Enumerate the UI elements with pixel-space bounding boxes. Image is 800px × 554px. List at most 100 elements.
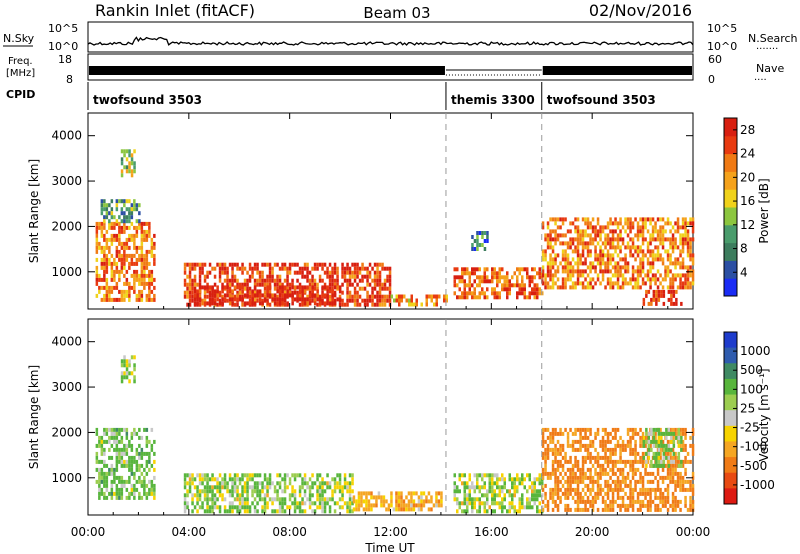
heatmap-cell bbox=[293, 489, 297, 494]
heatmap-cell bbox=[636, 273, 640, 278]
heatmap-cell bbox=[238, 509, 242, 514]
heatmap-cell bbox=[549, 285, 552, 290]
heatmap-cell bbox=[508, 283, 511, 288]
heatmap-cell bbox=[296, 293, 299, 298]
heatmap-cell bbox=[410, 302, 413, 307]
heatmap-cell bbox=[516, 291, 519, 296]
heatmap-cell bbox=[433, 294, 436, 299]
heatmap-cell bbox=[506, 271, 509, 276]
heatmap-cell bbox=[188, 290, 192, 295]
heatmap-cell bbox=[473, 295, 476, 300]
nsky-label: N.Sky bbox=[3, 32, 35, 45]
heatmap-cell bbox=[650, 301, 653, 306]
heatmap-cell bbox=[561, 241, 565, 246]
heatmap-cell bbox=[576, 487, 580, 492]
heatmap-cell bbox=[609, 277, 612, 282]
heatmap-cell bbox=[108, 467, 111, 472]
heatmap-cell bbox=[328, 485, 332, 490]
heatmap-cell bbox=[153, 285, 156, 290]
heatmap-cell bbox=[551, 265, 555, 270]
heatmap-cell bbox=[108, 225, 111, 230]
heatmap-cell bbox=[123, 215, 126, 220]
heatmap-cell bbox=[536, 291, 539, 296]
heatmap-cell bbox=[326, 266, 329, 271]
heatmap-cell bbox=[616, 427, 620, 432]
heatmap-cell bbox=[453, 279, 456, 284]
nsearch-label: N.Search bbox=[748, 32, 798, 45]
heatmap-cell bbox=[554, 479, 557, 484]
heatmap-cell bbox=[115, 221, 119, 226]
heatmap-cell bbox=[331, 477, 334, 482]
heatmap-cell bbox=[644, 443, 647, 448]
heatmap-cell bbox=[103, 459, 106, 464]
heatmap-cell bbox=[506, 295, 509, 300]
heatmap-cell bbox=[503, 481, 506, 486]
heatmap-cell bbox=[691, 443, 695, 448]
heatmap-cell bbox=[611, 435, 615, 440]
heatmap-cell bbox=[641, 233, 645, 238]
heatmap-cell bbox=[641, 225, 645, 230]
heatmap-cell bbox=[541, 481, 544, 486]
heatmap-cell bbox=[128, 199, 131, 204]
heatmap-cell bbox=[559, 233, 562, 238]
heatmap-cell bbox=[148, 455, 151, 460]
heatmap-cell bbox=[667, 443, 671, 448]
heatmap-cell bbox=[634, 479, 637, 484]
heatmap-cell bbox=[526, 271, 529, 276]
heatmap-cell bbox=[481, 243, 484, 247]
heatmap-cell bbox=[581, 443, 585, 448]
heatmap-cell bbox=[95, 249, 99, 254]
heatmap-cell bbox=[103, 249, 106, 254]
heatmap-cell bbox=[486, 473, 489, 478]
heatmap-cell bbox=[680, 463, 683, 468]
heatmap-cell bbox=[286, 266, 289, 271]
heatmap-cell bbox=[453, 497, 456, 502]
heatmap-cell bbox=[566, 269, 570, 274]
heatmap-cell bbox=[138, 443, 141, 448]
heatmap-cell bbox=[333, 285, 337, 290]
heatmap-cell bbox=[115, 487, 119, 492]
heatmap-cell bbox=[291, 262, 294, 267]
heatmap-cell bbox=[361, 274, 364, 279]
heatmap-cell bbox=[440, 499, 443, 504]
heatmap-cell bbox=[631, 269, 635, 274]
heatmap-cell bbox=[473, 291, 476, 296]
heatmap-cell bbox=[95, 293, 99, 298]
heatmap-cell bbox=[213, 497, 217, 502]
heatmap-cell bbox=[639, 475, 642, 480]
heatmap-cell bbox=[641, 431, 645, 436]
heatmap-cell bbox=[415, 302, 418, 307]
heatmap-cell bbox=[669, 503, 672, 508]
heatmap-cell bbox=[639, 269, 642, 274]
heatmap-cell bbox=[135, 261, 139, 266]
heatmap-cell bbox=[268, 485, 272, 490]
heatmap-cell bbox=[405, 298, 408, 303]
heatmap-cell bbox=[518, 267, 521, 272]
cpid-segment-label: twofsound 3503 bbox=[93, 93, 202, 107]
heatmap-cell bbox=[118, 495, 121, 500]
heatmap-cell bbox=[634, 233, 637, 238]
heatmap-cell bbox=[333, 262, 337, 267]
colorbar-swatch bbox=[724, 363, 737, 380]
heatmap-cell bbox=[486, 267, 489, 272]
heatmap-cell bbox=[636, 245, 640, 250]
heatmap-cell bbox=[125, 215, 129, 220]
heatmap-cell bbox=[559, 427, 562, 432]
heatmap-cell bbox=[488, 477, 491, 482]
heatmap-cell bbox=[226, 489, 229, 494]
x-tick-label: 12:00 bbox=[373, 525, 408, 539]
heatmap-cell bbox=[243, 481, 247, 486]
heatmap-cell bbox=[326, 301, 329, 306]
heatmap-cell bbox=[674, 427, 677, 432]
heatmap-cell bbox=[594, 455, 597, 460]
heatmap-cell bbox=[206, 270, 209, 275]
heatmap-cell bbox=[531, 505, 534, 510]
heatmap-cell bbox=[665, 435, 668, 440]
heatmap-cell bbox=[398, 294, 401, 299]
heatmap-cell bbox=[130, 215, 134, 220]
heatmap-cell bbox=[306, 301, 309, 306]
heatmap-cell bbox=[619, 455, 622, 460]
heatmap-cell bbox=[616, 281, 620, 286]
heatmap-cell bbox=[108, 491, 111, 496]
heatmap-cell bbox=[666, 253, 670, 258]
